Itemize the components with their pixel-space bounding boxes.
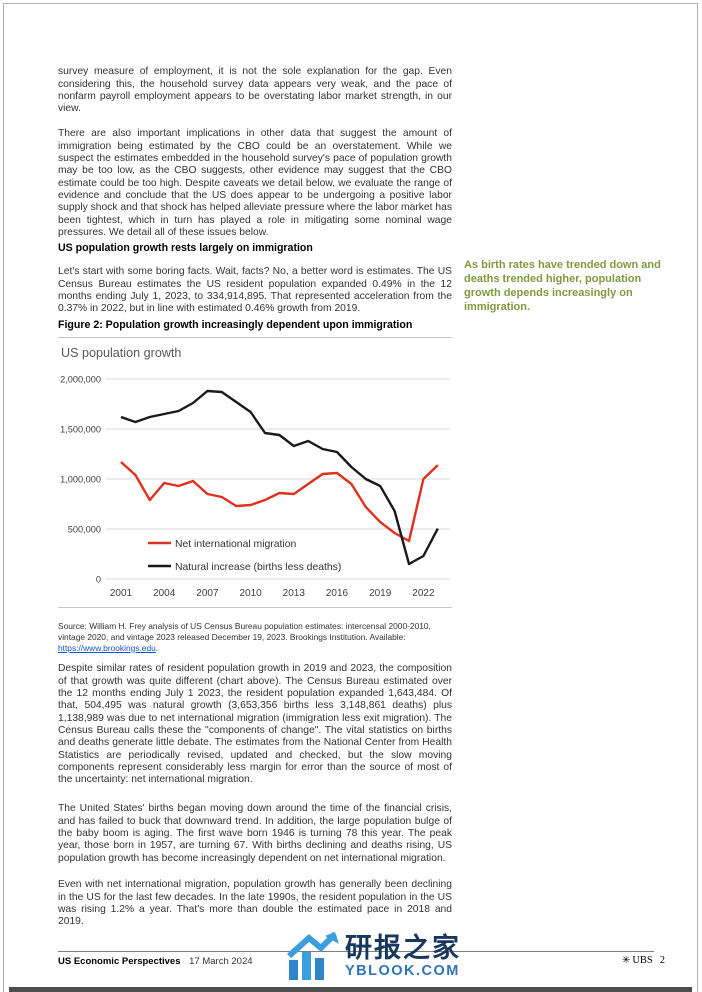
svg-text:2013: 2013 bbox=[283, 588, 306, 599]
bottom-strip bbox=[9, 987, 692, 992]
source-suffix: . bbox=[155, 642, 159, 653]
footer-publication: US Economic Perspectives 17 March 2024 bbox=[58, 956, 253, 967]
paragraph-growth-declining: Even with net international migration, p… bbox=[58, 879, 452, 928]
report-page: survey measure of employment, it is not … bbox=[3, 3, 698, 992]
publication-date: 17 March 2024 bbox=[189, 956, 253, 967]
figure-title: Figure 2: Population growth increasingly… bbox=[58, 319, 413, 331]
svg-text:1,500,000: 1,500,000 bbox=[60, 424, 101, 434]
page-number: 2 bbox=[659, 955, 665, 966]
svg-text:2,000,000: 2,000,000 bbox=[60, 374, 101, 384]
footer-rule bbox=[58, 951, 654, 952]
publication-name: US Economic Perspectives bbox=[58, 956, 181, 967]
svg-text:Net international migration: Net international migration bbox=[175, 539, 297, 550]
svg-text:2004: 2004 bbox=[153, 588, 176, 599]
watermark-en: YBLOOK.COM bbox=[345, 963, 460, 980]
svg-text:2016: 2016 bbox=[326, 588, 349, 599]
svg-text:2022: 2022 bbox=[412, 588, 435, 599]
section-heading: US population growth rests largely on im… bbox=[58, 242, 313, 254]
figure-bottom-rule bbox=[58, 607, 452, 608]
figure-top-rule bbox=[58, 337, 452, 338]
source-link[interactable]: https://www.brookings.edu bbox=[58, 642, 156, 653]
population-growth-chart: 0 500,000 1,000,000 1,500,000 2,000,000 2001 2… bbox=[60, 374, 450, 599]
watermark-logo-icon bbox=[287, 932, 339, 980]
paragraph-immigration-implications: There are also important implications in… bbox=[58, 128, 452, 239]
chart-title: US population growth bbox=[61, 346, 182, 360]
svg-text:2007: 2007 bbox=[196, 588, 219, 599]
figure-source: Source: William H. Frey analysis of US C… bbox=[58, 621, 452, 653]
svg-text:2010: 2010 bbox=[239, 588, 262, 599]
footer-brand: ✳ UBS 2 bbox=[622, 955, 665, 966]
watermark: 研报之家 YBLOOK.COM bbox=[287, 932, 461, 982]
margin-note: As birth rates have trended down and dea… bbox=[464, 259, 661, 313]
paragraph-births-trend: The United States' births began moving d… bbox=[58, 803, 452, 864]
source-text: Source: William H. Frey analysis of US C… bbox=[58, 621, 431, 642]
brand-name: UBS bbox=[632, 955, 653, 966]
svg-text:2001: 2001 bbox=[110, 588, 133, 599]
paragraph-census-estimates: Let's start with some boring facts. Wait… bbox=[58, 266, 452, 315]
svg-text:0: 0 bbox=[96, 574, 101, 584]
svg-text:2019: 2019 bbox=[369, 588, 392, 599]
svg-text:Natural increase (births less: Natural increase (births less deaths) bbox=[175, 562, 341, 573]
paragraph-components-of-change: Despite similar rates of resident popula… bbox=[58, 663, 452, 786]
ubs-keys-icon: ✳ bbox=[621, 955, 631, 966]
paragraph-employment-gap: survey measure of employment, it is not … bbox=[58, 66, 452, 115]
svg-text:500,000: 500,000 bbox=[68, 524, 101, 534]
watermark-cn: 研报之家 bbox=[345, 933, 461, 964]
svg-text:1,000,000: 1,000,000 bbox=[60, 474, 101, 484]
